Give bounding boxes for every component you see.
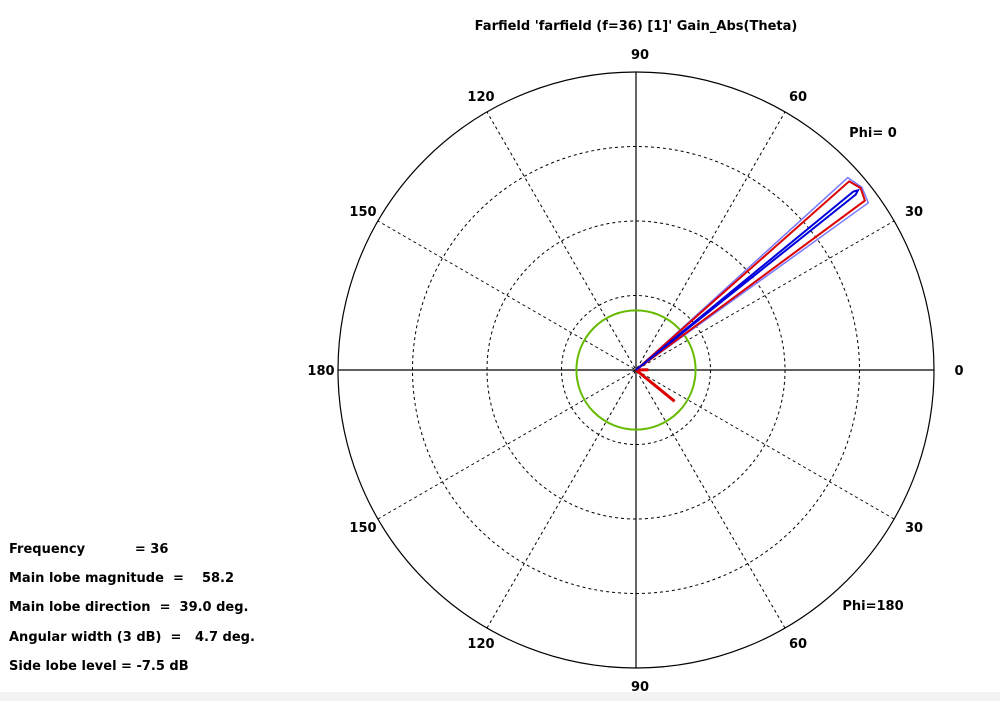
phi-label-upper: Phi= 0	[849, 126, 897, 141]
info-main-lobe-magnitude: Main lobe magnitude = 58.2	[9, 571, 235, 586]
minor-lobe-1-1	[635, 368, 676, 403]
phi-label-lower: Phi=180	[842, 599, 903, 614]
angle-label-right-lower: 30	[905, 521, 923, 536]
chart-title: Farfield 'farfield (f=36) [1]' Gain_Abs(…	[475, 19, 798, 34]
angle-label-upper-right: 60	[789, 90, 807, 105]
angle-label-lower-left: 120	[467, 637, 494, 652]
angle-label-lower-right: 60	[789, 637, 807, 652]
angle-label-top: 90	[631, 48, 649, 63]
info-angular-width: Angular width (3 dB) = 4.7 deg.	[9, 630, 255, 645]
lobe-trace-3	[635, 176, 870, 371]
angle-label-bottom: 90	[631, 680, 649, 692]
angle-label-left: 180	[307, 364, 334, 379]
lobe-trace-2	[635, 188, 860, 371]
angle-label-left-upper: 150	[349, 205, 376, 220]
info-frequency: Frequency = 36	[9, 542, 169, 557]
lobe-trace-1	[635, 180, 867, 371]
bottom-strip	[0, 692, 1000, 701]
info-main-lobe-direction: Main lobe direction = 39.0 deg.	[9, 600, 249, 615]
angle-label-upper-left: 120	[467, 90, 494, 105]
info-side-lobe-level: Side lobe level = -7.5 dB	[9, 659, 189, 674]
angle-label-left-lower: 150	[349, 521, 376, 536]
angle-label-right-upper: 30	[905, 205, 923, 220]
reference-circle	[575, 309, 697, 431]
angle-label-right: 0	[954, 364, 963, 379]
